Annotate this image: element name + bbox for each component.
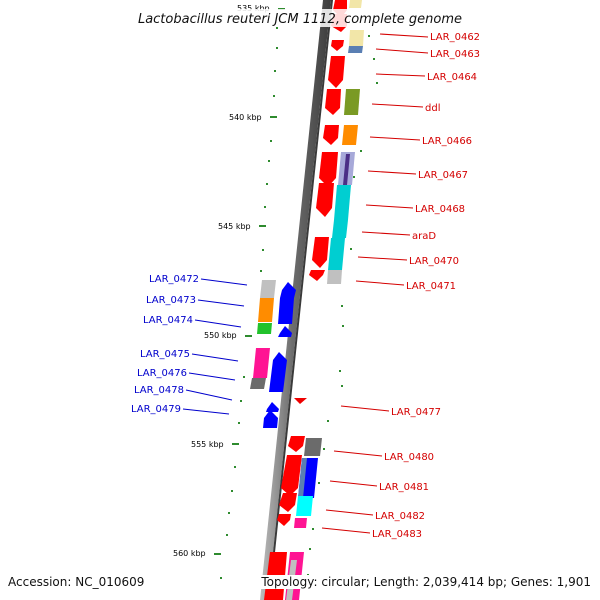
gene-arrow (328, 56, 345, 88)
gene-arrow (278, 326, 292, 337)
gene-arrow-small (294, 398, 307, 404)
gene-arrow (280, 282, 296, 298)
map-title: Lactobacillus reuteri JCM 1112, complete… (138, 12, 462, 27)
gene-label: LAR_0475 (140, 349, 190, 360)
gene-arrow (263, 410, 278, 428)
gene-label: LAR_0481 (379, 482, 429, 493)
gene-arrow (269, 352, 287, 392)
gene-label: LAR_0470 (409, 256, 459, 267)
gene-label: LAR_0473 (146, 295, 196, 306)
gene-arrow (266, 402, 279, 412)
kbp-label: 555 kbp (191, 440, 224, 449)
topology-label: Topology: circular; Length: 2,039,414 bp… (261, 575, 591, 589)
gene-labels-right: LAR_0462 LAR_0463 LAR_0464 ddl LAR_0466 … (372, 32, 480, 540)
gene-label: LAR_0474 (143, 315, 193, 326)
leader-lines-right (321, 33, 429, 534)
scale-dots (220, 27, 378, 579)
gene-arrow (331, 40, 344, 51)
feature-blocks-left (250, 280, 276, 389)
kbp-label: 545 kbp (218, 222, 251, 231)
gene-label: LAR_0472 (149, 274, 199, 285)
gene-label: LAR_0479 (131, 404, 181, 415)
genome-axis (260, 0, 333, 600)
gene-label: LAR_0462 (430, 32, 480, 43)
gene-arrow (288, 436, 305, 452)
accession-label: Accession: NC_010609 (8, 575, 145, 589)
leader-lines-left (182, 278, 248, 415)
gene-arrow (319, 152, 338, 187)
gene-arrow (281, 455, 302, 496)
gene-label: LAR_0467 (418, 170, 468, 181)
gene-label: LAR_0471 (406, 281, 456, 292)
gene-arrow (323, 125, 339, 145)
gene-label: LAR_0482 (375, 511, 425, 522)
kbp-label: 560 kbp (173, 549, 206, 558)
gene-label: LAR_0466 (422, 136, 472, 147)
gene-label: LAR_0463 (430, 49, 480, 60)
gene-arrow (309, 270, 325, 281)
gene-label: araD (412, 231, 436, 242)
gene-arrow (325, 89, 341, 115)
gene-arrow (279, 493, 297, 512)
gene-label: LAR_0480 (384, 452, 434, 463)
gene-label: LAR_0476 (137, 368, 187, 379)
gene-label: ddl (425, 103, 440, 114)
gene-label: LAR_0478 (134, 385, 184, 396)
reverse-genes (263, 282, 296, 428)
kbp-label: 550 kbp (204, 331, 237, 340)
gene-arrow (312, 237, 329, 268)
gene-label: LAR_0464 (427, 72, 477, 83)
gene-arrow (316, 183, 334, 217)
gene-labels-left: LAR_0472 LAR_0473 LAR_0474 LAR_0475 LAR_… (131, 274, 199, 415)
gene-label: LAR_0468 (415, 204, 465, 215)
kbp-label: 535 kbp (237, 4, 270, 13)
gene-arrow (278, 298, 294, 324)
gene-label: LAR_0477 (391, 407, 441, 418)
kbp-labels: 535 kbp 540 kbp 545 kbp 550 kbp 555 kbp … (173, 4, 270, 558)
kbp-label: 540 kbp (229, 113, 262, 122)
gene-arrow (277, 514, 291, 526)
gene-label: LAR_0483 (372, 529, 422, 540)
